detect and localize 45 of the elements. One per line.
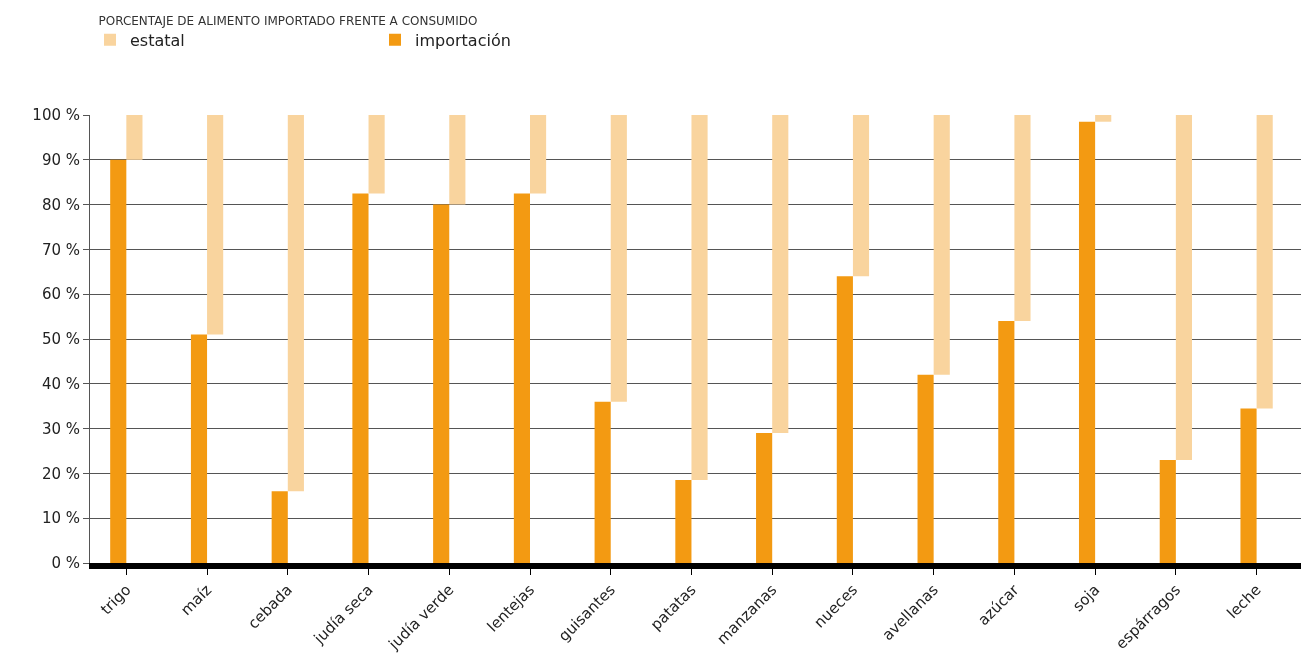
- bar: [1256, 115, 1273, 409]
- bar: [852, 115, 870, 277]
- bar: [433, 204, 450, 563]
- y-tick-label: 0 %: [51, 554, 80, 573]
- bar: [513, 193, 530, 563]
- x-tick-label: soja: [1069, 580, 1104, 616]
- bar: [207, 115, 224, 335]
- bar: [368, 115, 385, 194]
- bar: [998, 321, 1015, 563]
- bar: [594, 401, 611, 563]
- y-tick-label: 80 %: [41, 195, 80, 214]
- bar: [836, 276, 853, 563]
- bar: [772, 115, 789, 434]
- bar: [1159, 459, 1176, 563]
- bar: [1095, 115, 1112, 122]
- bar: [675, 480, 692, 563]
- bar: [917, 374, 934, 563]
- y-tick-label: 60 %: [41, 285, 80, 304]
- y-tick-label: 40 %: [41, 375, 80, 394]
- y-tick-label: 10 %: [41, 509, 80, 528]
- y-tick-label: 100 %: [32, 106, 80, 125]
- bar: [756, 433, 773, 563]
- bar: [190, 334, 208, 563]
- bar: [287, 115, 304, 492]
- y-tick-label: 90 %: [41, 151, 80, 170]
- bar: [126, 115, 143, 160]
- bar: [530, 115, 547, 194]
- bar: [1014, 115, 1031, 322]
- bar: [1078, 121, 1096, 563]
- chart-title: PORCENTAJE DE ALIMENTO IMPORTADO FRENTE A CONSUMIDO: [98, 14, 478, 29]
- bar: [449, 115, 466, 205]
- bar: [271, 491, 288, 563]
- legend-label: estatal: [130, 30, 185, 50]
- bar: [691, 115, 708, 481]
- legend-label: importación: [415, 30, 511, 50]
- y-tick-label: 30 %: [41, 419, 80, 438]
- bar: [610, 115, 627, 402]
- bar: [1175, 115, 1193, 460]
- bar: [110, 159, 127, 563]
- bar: [352, 193, 369, 563]
- y-tick-label: 50 %: [41, 330, 80, 349]
- bar: [1240, 408, 1257, 563]
- y-tick-label: 70 %: [41, 240, 80, 259]
- bar: [933, 115, 950, 375]
- y-tick-label: 20 %: [41, 464, 80, 483]
